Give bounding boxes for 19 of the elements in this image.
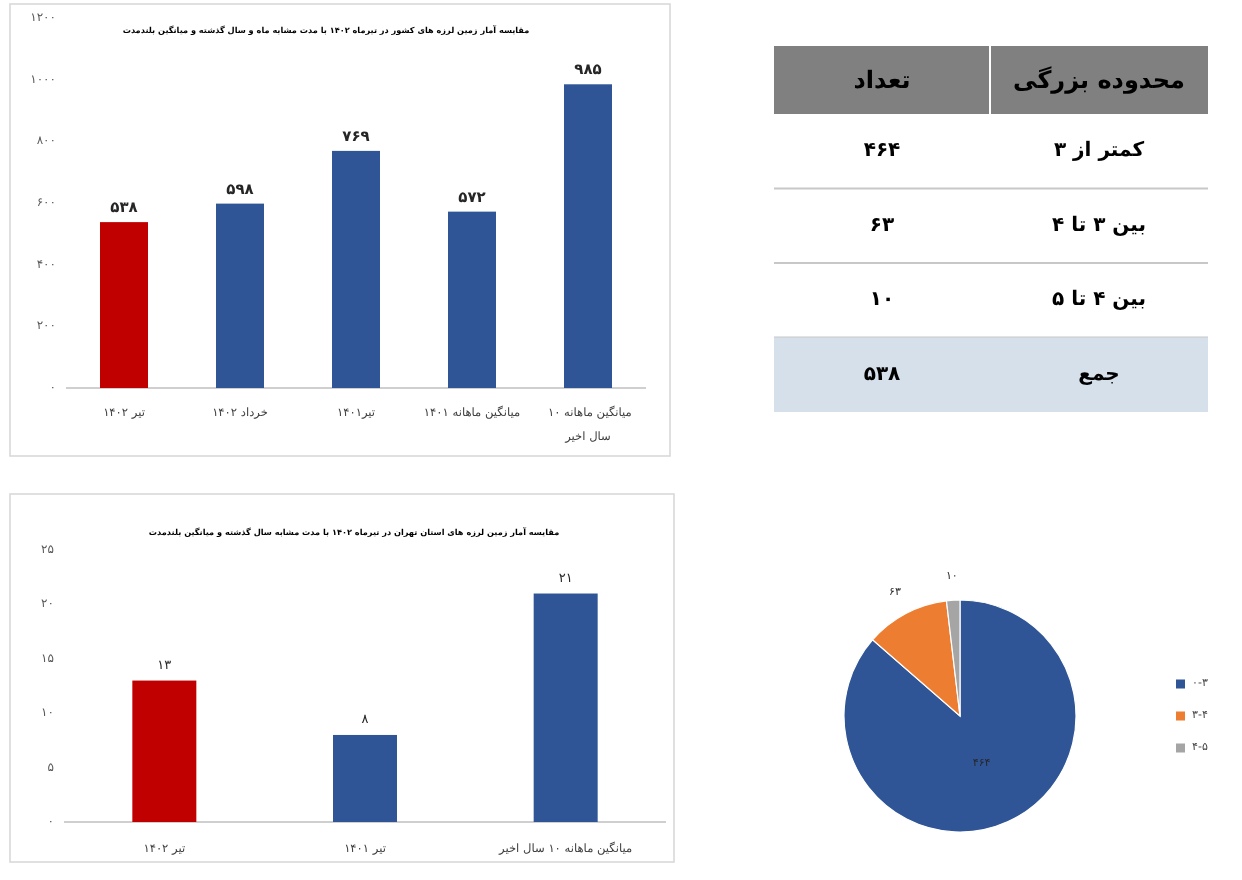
pie-slice (843, 599, 1077, 833)
text: محدوده بزرگی (1013, 66, 1185, 94)
text: ۶۳ (869, 214, 895, 237)
bar (564, 84, 612, 388)
category-label: کمتر از ۳ (1053, 140, 1145, 163)
category-label: بین ۴ تا ۵ (1051, 289, 1147, 312)
text: تعداد (853, 66, 911, 94)
text: ۱۰ (869, 289, 895, 312)
bar (533, 593, 598, 822)
bar (333, 734, 397, 822)
bar (100, 222, 148, 388)
bar (132, 680, 197, 822)
bar (216, 203, 264, 388)
bar (332, 150, 380, 388)
category-label: جمع (1078, 363, 1120, 386)
text: ۴۶۴ (863, 140, 901, 163)
text: ۵۳۸ (863, 363, 901, 386)
category-label: بین ۳ تا ۴ (1051, 214, 1147, 237)
bar (448, 211, 496, 388)
